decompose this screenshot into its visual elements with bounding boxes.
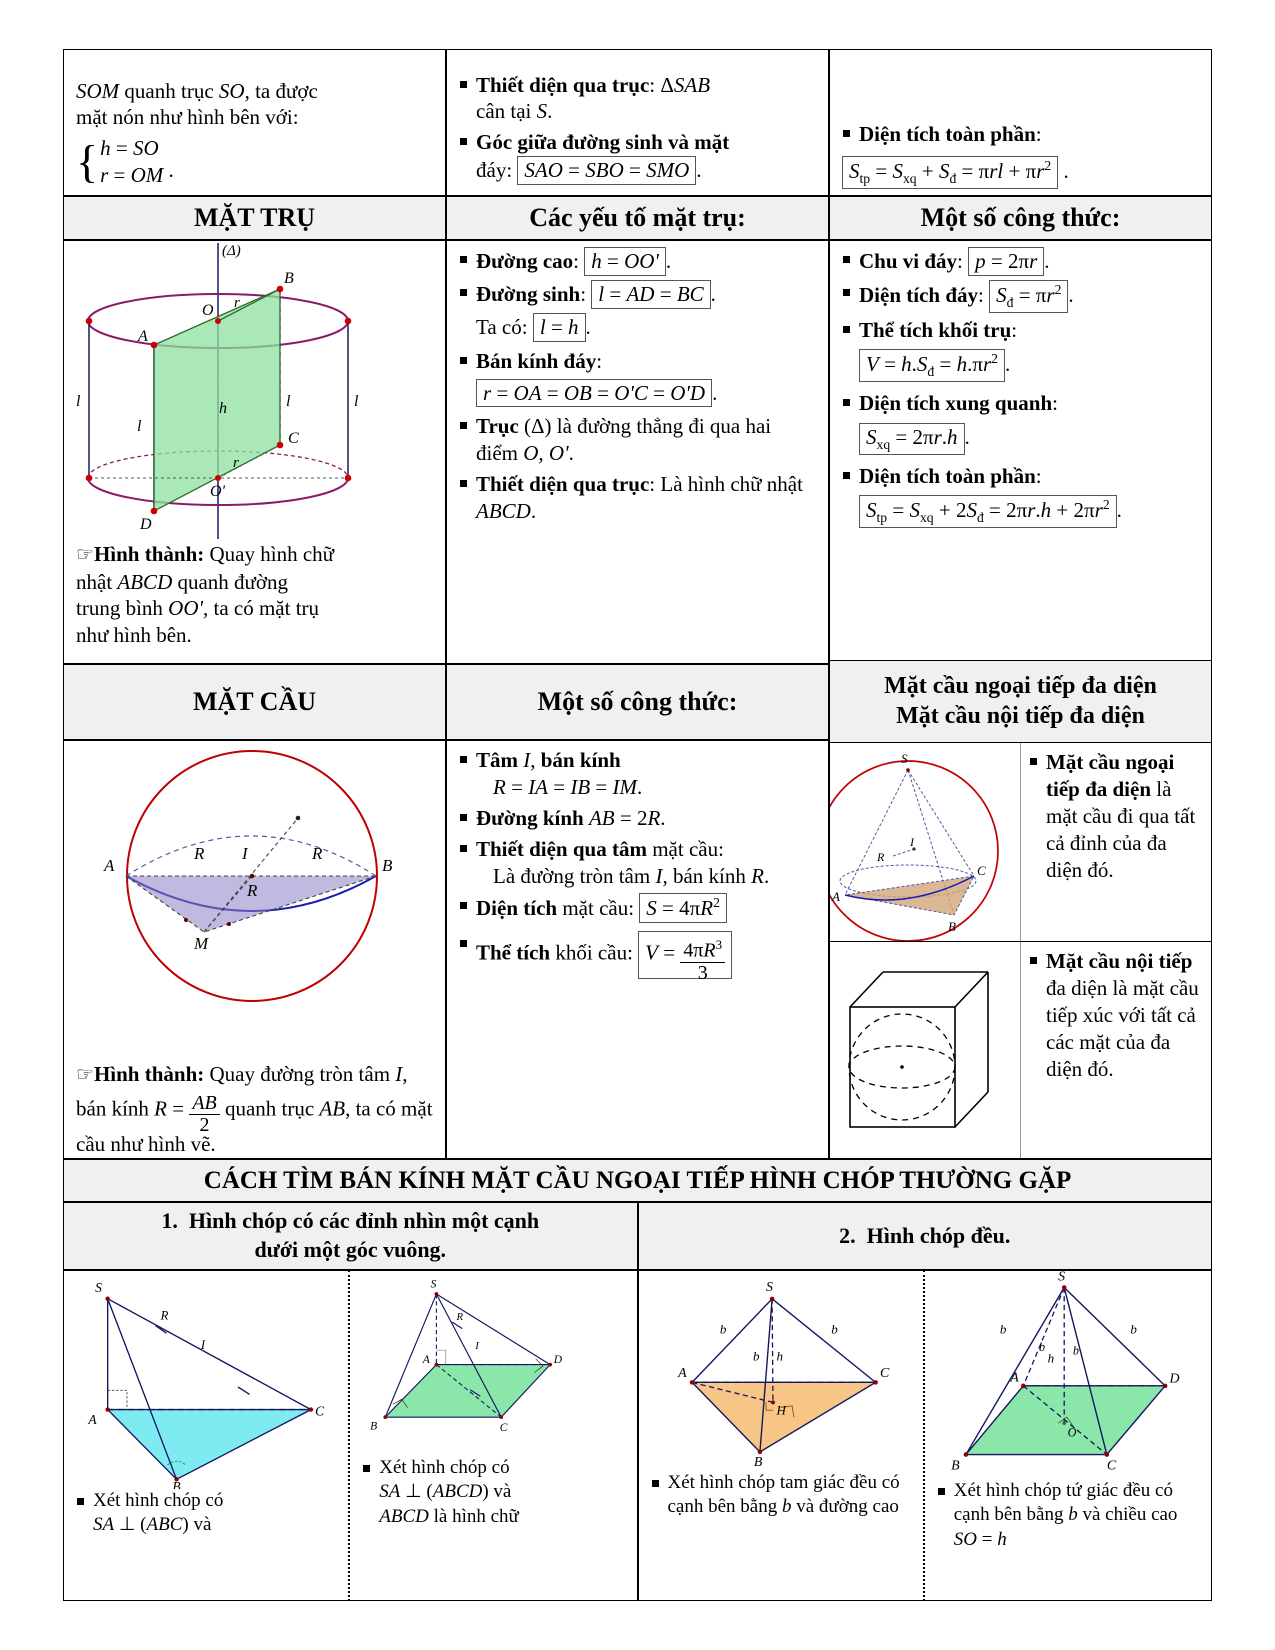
svg-text:C: C: [500, 1422, 508, 1434]
svg-text:O': O': [210, 483, 226, 500]
svg-text:h: h: [219, 400, 227, 417]
svg-text:r: r: [234, 295, 240, 311]
svg-text:b: b: [1000, 1322, 1007, 1337]
svg-text:b: b: [1039, 1340, 1045, 1354]
svg-text:S: S: [766, 1280, 773, 1295]
svg-text:b: b: [831, 1322, 838, 1337]
svg-text:A: A: [1009, 1370, 1019, 1385]
svg-text:O: O: [202, 302, 214, 319]
svg-text:S: S: [95, 1280, 102, 1295]
svg-text:l: l: [354, 393, 359, 410]
svg-text:r: r: [233, 455, 239, 471]
svg-text:I: I: [475, 1340, 481, 1352]
svg-text:B: B: [370, 1420, 377, 1432]
svg-text:R: R: [876, 850, 885, 864]
svg-text:A: A: [137, 328, 148, 345]
svg-text:C: C: [977, 863, 986, 878]
svg-text:D: D: [553, 1354, 563, 1366]
svg-text:B: B: [951, 1458, 960, 1473]
svg-text:b: b: [1073, 1344, 1079, 1358]
svg-text:R: R: [311, 844, 323, 863]
svg-text:h: h: [1047, 1350, 1054, 1365]
svg-text:B: B: [948, 919, 956, 934]
svg-text:R: R: [456, 1311, 464, 1323]
svg-text:C: C: [1107, 1458, 1117, 1473]
svg-text:B: B: [284, 270, 294, 287]
svg-text:R: R: [160, 1309, 169, 1323]
svg-text:l: l: [76, 393, 81, 410]
svg-text:b: b: [1130, 1322, 1137, 1337]
svg-text:S: S: [1058, 1271, 1065, 1285]
svg-text:D: D: [1168, 1371, 1179, 1386]
svg-text:H: H: [775, 1403, 787, 1418]
svg-text:R: R: [246, 881, 258, 900]
svg-text:B: B: [172, 1479, 180, 1489]
svg-text:A: A: [831, 889, 840, 904]
svg-text:S: S: [901, 751, 908, 766]
svg-text:A: A: [87, 1412, 97, 1427]
svg-text:I: I: [909, 835, 915, 849]
svg-text:I: I: [200, 1338, 206, 1352]
svg-text:A: A: [677, 1366, 687, 1381]
svg-text:C: C: [315, 1403, 325, 1418]
svg-text:B: B: [382, 856, 393, 875]
svg-text:b: b: [719, 1322, 726, 1337]
svg-text:b: b: [752, 1349, 759, 1364]
svg-text:C: C: [879, 1366, 889, 1381]
svg-text:R: R: [193, 844, 205, 863]
svg-text:C: C: [288, 430, 299, 447]
svg-text:h: h: [776, 1349, 783, 1364]
svg-text:B: B: [753, 1455, 762, 1470]
svg-text:(Δ): (Δ): [222, 243, 241, 259]
svg-text:O: O: [1067, 1425, 1076, 1439]
svg-text:I: I: [241, 844, 249, 863]
svg-text:A: A: [103, 856, 115, 875]
svg-text:S: S: [431, 1279, 437, 1291]
svg-text:l: l: [286, 393, 291, 410]
svg-text:D: D: [139, 516, 152, 533]
svg-text:A: A: [422, 1354, 431, 1366]
svg-text:M: M: [193, 934, 209, 953]
svg-text:l: l: [137, 418, 142, 435]
